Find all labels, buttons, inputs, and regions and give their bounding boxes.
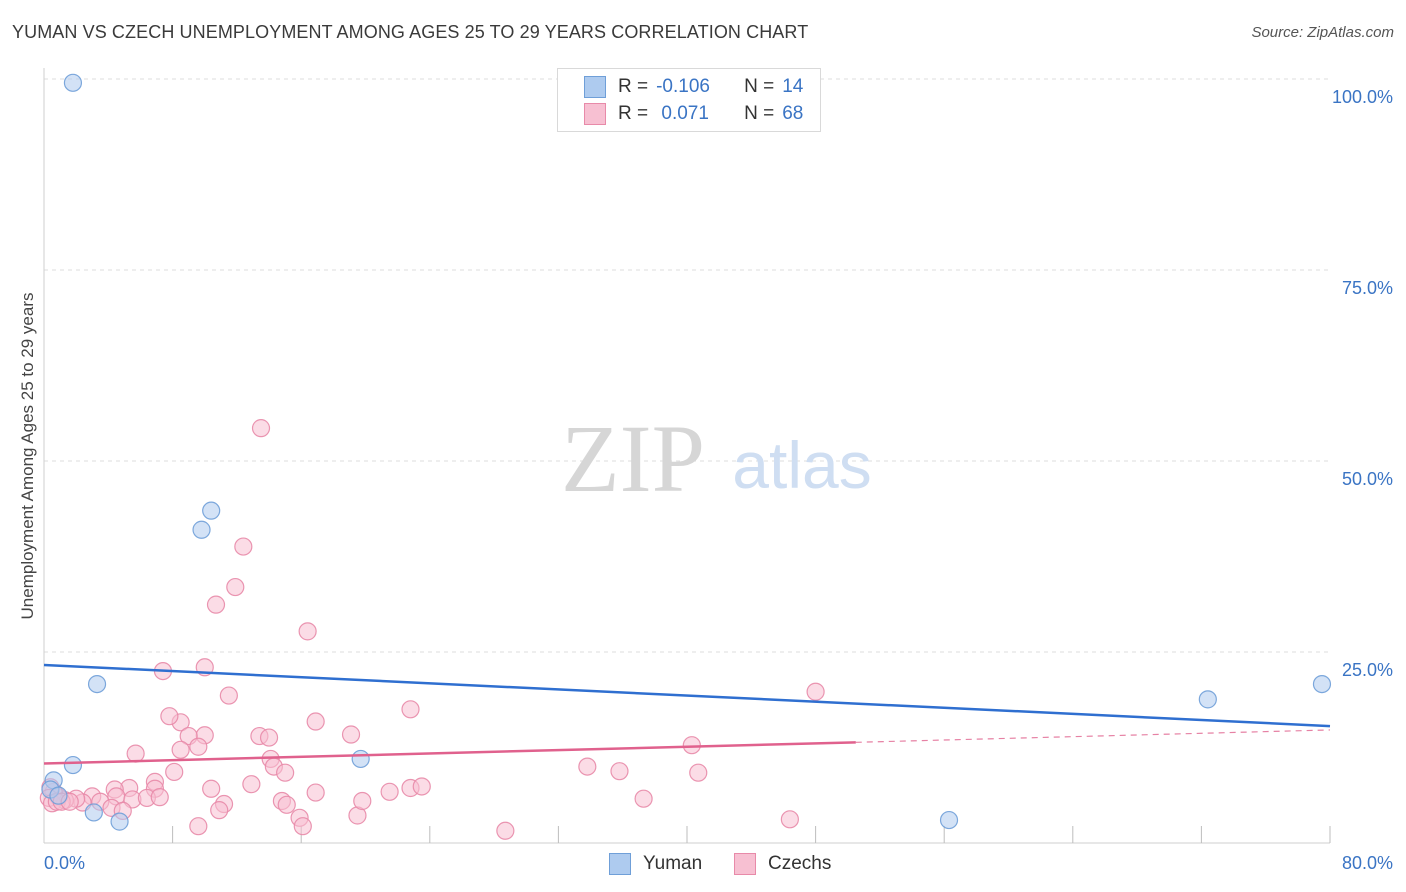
series-label-yuman: Yuman bbox=[643, 853, 703, 874]
watermark-zip: ZIP bbox=[561, 405, 705, 512]
y-axis-title: Unemployment Among Ages 25 to 29 years bbox=[18, 292, 37, 620]
y-tick-label: 100.0% bbox=[1332, 87, 1393, 107]
data-point-czechs bbox=[189, 737, 208, 756]
data-point-yuman bbox=[1198, 690, 1217, 709]
data-point-czechs bbox=[306, 712, 325, 731]
legend-row-czechs: R = 0.071 N = 68 bbox=[584, 102, 803, 126]
data-point-czechs bbox=[160, 707, 179, 726]
data-point-czechs bbox=[412, 777, 431, 796]
data-point-czechs bbox=[171, 740, 190, 759]
data-point-yuman bbox=[87, 674, 107, 694]
data-point-czechs bbox=[298, 622, 317, 641]
legend-r-value: -0.106 bbox=[656, 76, 710, 97]
x-axis-ticks bbox=[172, 826, 1331, 843]
data-point-czechs bbox=[341, 725, 361, 744]
data-point-czechs bbox=[806, 682, 825, 701]
data-point-czechs bbox=[206, 595, 226, 614]
x-tick-label-max: 80.0% bbox=[1342, 853, 1393, 873]
x-tick-label-min: 0.0% bbox=[44, 853, 85, 873]
trend-line-czechs bbox=[43, 741, 856, 765]
data-point-czechs bbox=[496, 821, 515, 840]
legend-n-label: N = bbox=[744, 76, 775, 97]
trend-lines bbox=[43, 663, 1331, 765]
data-point-yuman bbox=[351, 749, 370, 769]
y-axis-labels: 25.0% 50.0% 75.0% 100.0% bbox=[1332, 87, 1393, 680]
y-tick-label: 75.0% bbox=[1342, 278, 1393, 298]
y-tick-label: 50.0% bbox=[1342, 469, 1393, 489]
data-point-czechs bbox=[293, 817, 312, 836]
data-point-czechs bbox=[126, 744, 145, 763]
data-point-czechs bbox=[634, 789, 653, 808]
data-point-yuman bbox=[63, 73, 83, 92]
series-label-czechs: Czechs bbox=[768, 853, 832, 874]
data-point-czechs bbox=[219, 686, 238, 705]
data-point-czechs bbox=[189, 817, 208, 836]
watermark: ZIP atlas bbox=[561, 405, 872, 512]
trend-line-yuman bbox=[43, 663, 1331, 728]
legend-n-label: N = bbox=[744, 103, 775, 124]
data-point-czechs bbox=[306, 783, 325, 802]
data-point-yuman bbox=[49, 786, 68, 805]
series-legend-czechs: Czechs bbox=[734, 852, 831, 876]
trend-line-extension-czechs bbox=[855, 729, 1331, 743]
data-point-czechs bbox=[780, 810, 799, 829]
correlation-legend: R = -0.106 N = 14 R = 0.071 N = 68 bbox=[557, 68, 821, 132]
series-legend-yuman: Yuman bbox=[609, 852, 702, 876]
data-point-yuman bbox=[63, 755, 83, 775]
data-point-czechs bbox=[380, 782, 399, 801]
legend-swatch-yuman bbox=[584, 76, 606, 98]
data-point-yuman bbox=[939, 810, 959, 830]
legend-r-label: R = bbox=[618, 103, 649, 124]
data-point-czechs bbox=[150, 788, 169, 807]
data-point-czechs bbox=[277, 795, 296, 814]
data-point-czechs bbox=[226, 577, 245, 597]
legend-swatch-czechs bbox=[584, 103, 606, 125]
legend-n-value: 68 bbox=[782, 103, 804, 124]
series-swatch-czechs bbox=[734, 853, 756, 875]
data-point-czechs bbox=[210, 801, 229, 820]
data-point-czechs bbox=[401, 700, 420, 719]
y-tick-label: 25.0% bbox=[1342, 660, 1393, 680]
legend-n-value: 14 bbox=[782, 76, 804, 97]
data-point-czechs bbox=[610, 762, 629, 781]
data-point-yuman bbox=[110, 812, 129, 831]
source-label: Source: ZipAtlas.com bbox=[1251, 24, 1394, 41]
data-point-yuman bbox=[202, 501, 221, 520]
data-point-czechs bbox=[202, 779, 221, 798]
x-axis-labels: 0.0% 80.0% bbox=[44, 853, 1393, 873]
data-point-czechs bbox=[234, 537, 253, 556]
legend-row-yuman: R = -0.106 N = 14 bbox=[584, 75, 803, 99]
series-swatch-yuman bbox=[609, 853, 631, 875]
data-point-czechs bbox=[276, 763, 295, 782]
data-point-czechs bbox=[259, 728, 279, 747]
data-point-yuman bbox=[192, 520, 211, 539]
data-point-czechs bbox=[165, 762, 184, 782]
data-point-czechs bbox=[578, 757, 597, 776]
watermark-atlas: atlas bbox=[732, 428, 871, 502]
data-point-czechs bbox=[689, 763, 708, 782]
data-point-yuman bbox=[84, 803, 103, 822]
data-points bbox=[39, 73, 1332, 840]
legend-r-label: R = bbox=[618, 76, 649, 97]
data-point-czechs bbox=[242, 775, 261, 794]
legend-r-value: 0.071 bbox=[656, 103, 709, 124]
data-point-czechs bbox=[353, 791, 372, 811]
data-point-czechs bbox=[251, 419, 271, 438]
data-point-yuman bbox=[1312, 674, 1332, 694]
chart-title: YUMAN VS CZECH UNEMPLOYMENT AMONG AGES 2… bbox=[12, 22, 809, 42]
